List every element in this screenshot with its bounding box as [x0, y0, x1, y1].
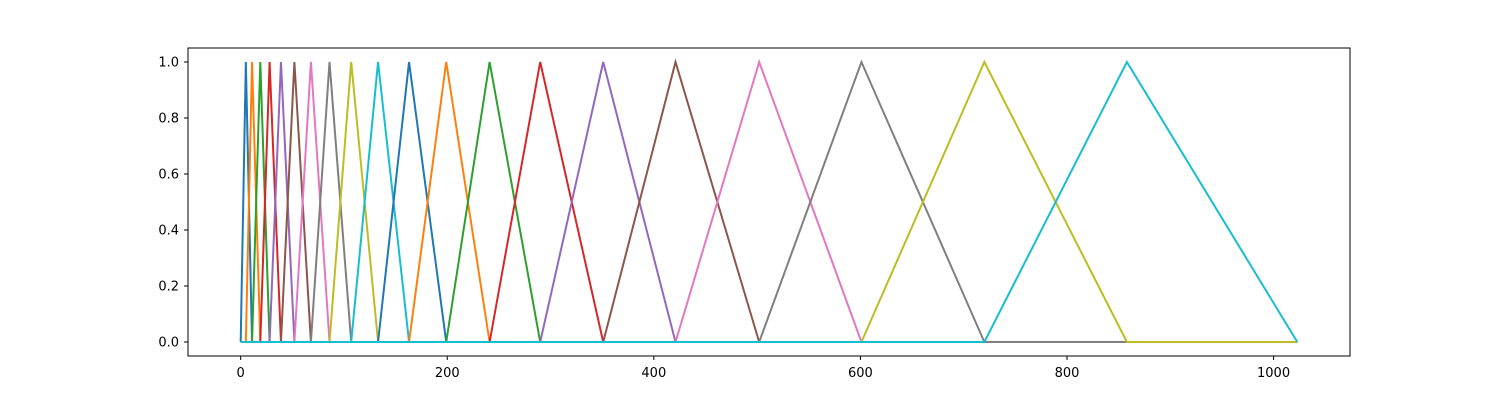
y-tick-label: 0.0 [158, 336, 179, 351]
y-tick-label: 1.0 [158, 56, 179, 71]
y-tick-label: 0.2 [158, 280, 179, 295]
x-tick-label: 1000 [1257, 366, 1290, 381]
y-tick-label: 0.8 [158, 112, 179, 127]
x-tick-label: 400 [641, 366, 666, 381]
x-tick-label: 0 [237, 366, 245, 381]
x-tick-label: 800 [1055, 366, 1080, 381]
plot-area-frame [187, 47, 1351, 357]
y-tick-label: 0.4 [158, 224, 179, 239]
series-line-19 [240, 59, 1299, 343]
y-axis: 0.0 0.2 0.4 0.6 0.8 1.0 [158, 56, 188, 351]
x-tick-label: 600 [848, 366, 873, 381]
x-tick-label: 200 [435, 366, 460, 381]
x-axis: 0 200 400 600 800 1000 [237, 356, 1290, 381]
y-tick-label: 0.6 [158, 168, 179, 183]
series-layer [239, 58, 1299, 343]
